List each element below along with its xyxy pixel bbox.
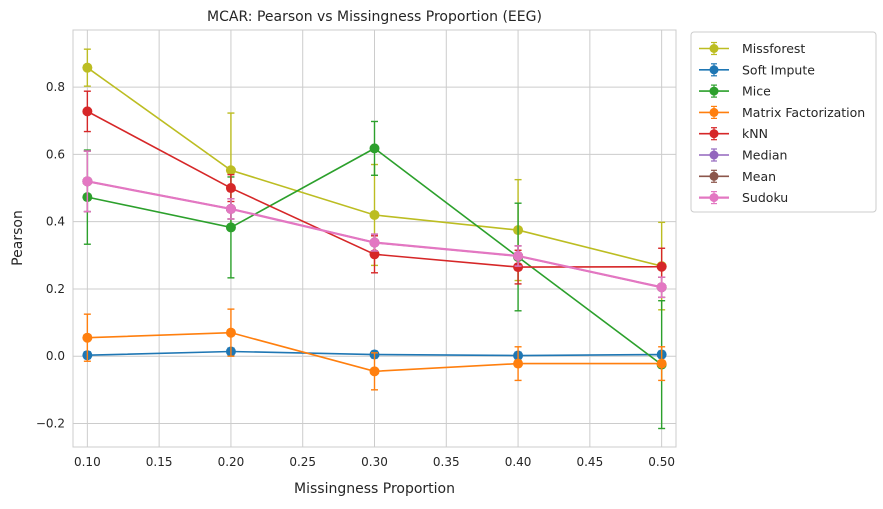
legend-label: Missforest xyxy=(742,41,805,56)
legend-item: Mice xyxy=(699,84,771,99)
legend-label: Median xyxy=(742,148,787,163)
x-tick-label: 0.10 xyxy=(74,455,101,469)
x-tick-label: 0.15 xyxy=(146,455,173,469)
legend-label: Soft Impute xyxy=(742,62,815,77)
data-point xyxy=(82,62,93,73)
data-point xyxy=(656,261,667,272)
x-tick-label: 0.40 xyxy=(505,455,532,469)
legend-item: Mean xyxy=(699,169,776,184)
x-tick-label: 0.50 xyxy=(648,455,675,469)
data-point xyxy=(225,327,236,338)
data-point xyxy=(656,282,667,293)
data-point xyxy=(369,143,380,154)
legend-item: Missforest xyxy=(699,41,805,56)
data-point xyxy=(225,183,236,194)
data-point xyxy=(82,332,93,343)
legend-label: Mean xyxy=(742,169,776,184)
y-tick-label: 0.2 xyxy=(46,282,65,296)
x-tick-label: 0.35 xyxy=(433,455,460,469)
ticks: 0.10 0.15 0.20 0.25 0.30 0.35 0.40 0.45 0.50 −0.2… xyxy=(36,80,675,469)
data-point xyxy=(225,222,236,233)
data-point xyxy=(369,237,380,248)
data-point xyxy=(225,203,236,214)
legend-swatch-marker xyxy=(709,171,719,181)
legend-swatch-marker xyxy=(709,86,719,96)
legend-label: Matrix Factorization xyxy=(742,105,865,120)
legend-swatch-marker xyxy=(709,150,719,160)
y-tick-label: 0.4 xyxy=(46,215,65,229)
x-tick-label: 0.20 xyxy=(218,455,245,469)
y-tick-label: 0.6 xyxy=(46,147,65,161)
legend: Missforest Soft Impute Mice Matrix Factoriz… xyxy=(690,31,877,213)
legend-swatch-marker xyxy=(709,129,719,139)
x-tick-label: 0.45 xyxy=(576,455,603,469)
data-point xyxy=(82,106,93,117)
series-matrix-factorization xyxy=(82,308,667,391)
legend-swatch-marker xyxy=(709,65,719,75)
series-layer xyxy=(82,48,667,430)
data-point xyxy=(513,250,524,261)
series-sudoku xyxy=(82,150,667,299)
legend-item: Sudoku xyxy=(699,190,788,205)
y-tick-label: −0.2 xyxy=(36,416,65,430)
legend-label: Mice xyxy=(742,84,771,99)
legend-item: Median xyxy=(699,148,787,163)
legend-item: kNN xyxy=(699,126,768,141)
legend-frame xyxy=(690,31,877,213)
x-tick-label: 0.25 xyxy=(289,455,316,469)
legend-label: kNN xyxy=(742,126,768,141)
data-point xyxy=(656,358,667,369)
data-point xyxy=(369,366,380,377)
data-point xyxy=(369,209,380,220)
legend-label: Sudoku xyxy=(742,190,788,205)
legend-item: Soft Impute xyxy=(699,62,815,77)
y-axis-label: Pearson xyxy=(10,210,26,266)
data-point xyxy=(82,176,93,187)
legend-swatch-marker xyxy=(709,107,719,117)
chart-title: MCAR: Pearson vs Missingness Proportion … xyxy=(207,9,542,25)
y-tick-label: 0.8 xyxy=(46,80,65,94)
data-point xyxy=(513,358,524,369)
series-knn xyxy=(82,90,667,286)
data-point xyxy=(225,165,236,176)
legend-swatch-marker xyxy=(709,44,719,53)
data-point xyxy=(513,262,524,273)
x-axis-label: Missingness Proportion xyxy=(294,481,455,497)
x-tick-label: 0.30 xyxy=(361,455,388,469)
legend-item: Matrix Factorization xyxy=(699,105,865,120)
data-point xyxy=(369,249,380,260)
legend-swatch-marker xyxy=(709,193,719,203)
y-tick-label: 0.0 xyxy=(46,349,65,363)
